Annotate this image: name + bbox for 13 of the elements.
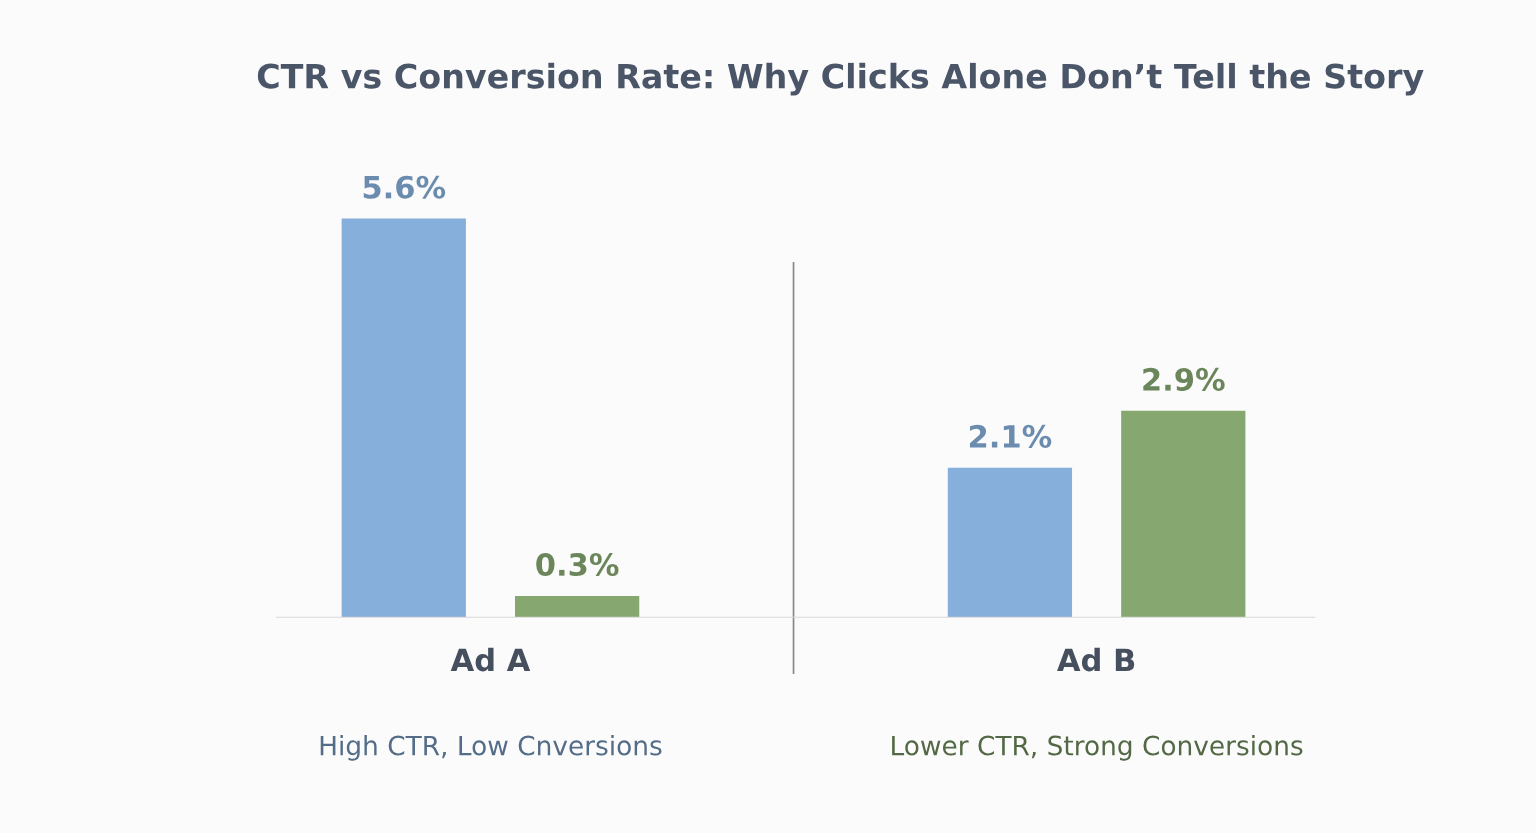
bar <box>515 595 640 618</box>
data-label: 5.6% <box>363 175 446 199</box>
x-tick-label: Ad A <box>450 647 531 672</box>
x-tick-label: Ad B <box>1057 647 1135 672</box>
text: High CTR, Low Cnversions <box>320 735 662 761</box>
data-label: 2.1% <box>969 424 1052 448</box>
bar <box>341 218 466 618</box>
bar <box>947 467 1073 618</box>
text: Lower CTR, Strong Conversions <box>892 735 1303 761</box>
data-label: 2.9% <box>1143 367 1225 391</box>
data-label: 0.3% <box>536 552 619 577</box>
chart-title: CTR vs Conversion Rate: Why Clicks Alone Don’t Tell the Story <box>257 62 1424 96</box>
bar <box>1121 410 1246 618</box>
